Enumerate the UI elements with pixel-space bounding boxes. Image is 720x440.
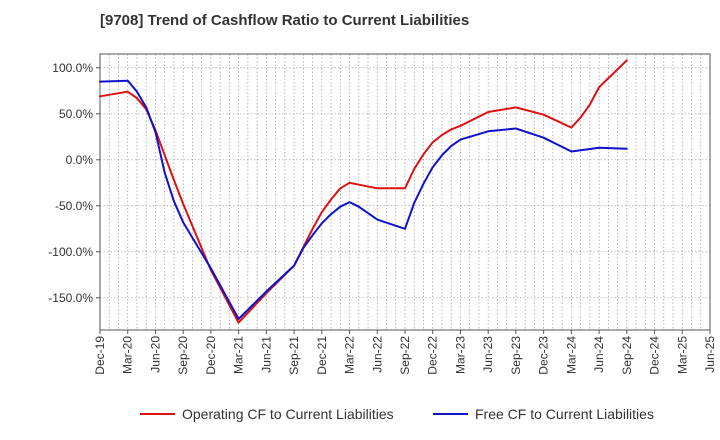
legend-label: Operating CF to Current Liabilities	[182, 406, 394, 422]
x-tick-label: Jun-20	[148, 336, 162, 373]
x-tick-label: Sep-23	[509, 336, 523, 375]
x-tick-label: Mar-21	[232, 336, 246, 374]
x-tick-label: Sep-20	[176, 336, 190, 375]
x-tick-label: Mar-22	[343, 336, 357, 374]
x-tick-label: Sep-21	[287, 336, 301, 375]
x-tick-label: Jun-23	[481, 336, 495, 373]
x-tick-label: Mar-25	[675, 336, 689, 374]
x-tick-label: Mar-20	[121, 336, 135, 374]
free-cf-series-line	[99, 79, 628, 320]
x-tick-label: Dec-22	[426, 336, 440, 375]
legend-label: Free CF to Current Liabilities	[475, 406, 654, 422]
x-tick-label: Jun-25	[703, 336, 717, 373]
y-tick-label: -100.0%	[48, 245, 93, 259]
x-tick-label: Jun-22	[370, 336, 384, 373]
x-tick-label: Dec-24	[648, 336, 662, 375]
x-tick-label: Sep-22	[398, 336, 412, 375]
x-tick-label: Mar-23	[453, 336, 467, 374]
y-tick-label: -50.0%	[55, 199, 93, 213]
x-tick-label: Jun-21	[259, 336, 273, 373]
y-tick-label: -150.0%	[48, 291, 93, 305]
chart-title: [9708] Trend of Cashflow Ratio to Curren…	[100, 12, 470, 29]
x-tick-label: Dec-23	[537, 336, 551, 375]
x-tick-label: Dec-20	[204, 336, 218, 375]
y-tick-label: 0.0%	[66, 153, 94, 167]
operating-cf-series-line	[99, 59, 628, 324]
x-tick-label: Dec-21	[315, 336, 329, 375]
x-tick-label: Mar-24	[564, 336, 578, 374]
x-tick-label: Sep-24	[620, 336, 634, 375]
y-tick-label: 100.0%	[52, 61, 93, 75]
x-tick-label: Jun-24	[592, 336, 606, 373]
y-tick-label: 50.0%	[59, 107, 93, 121]
x-tick-label: Dec-19	[93, 336, 107, 375]
